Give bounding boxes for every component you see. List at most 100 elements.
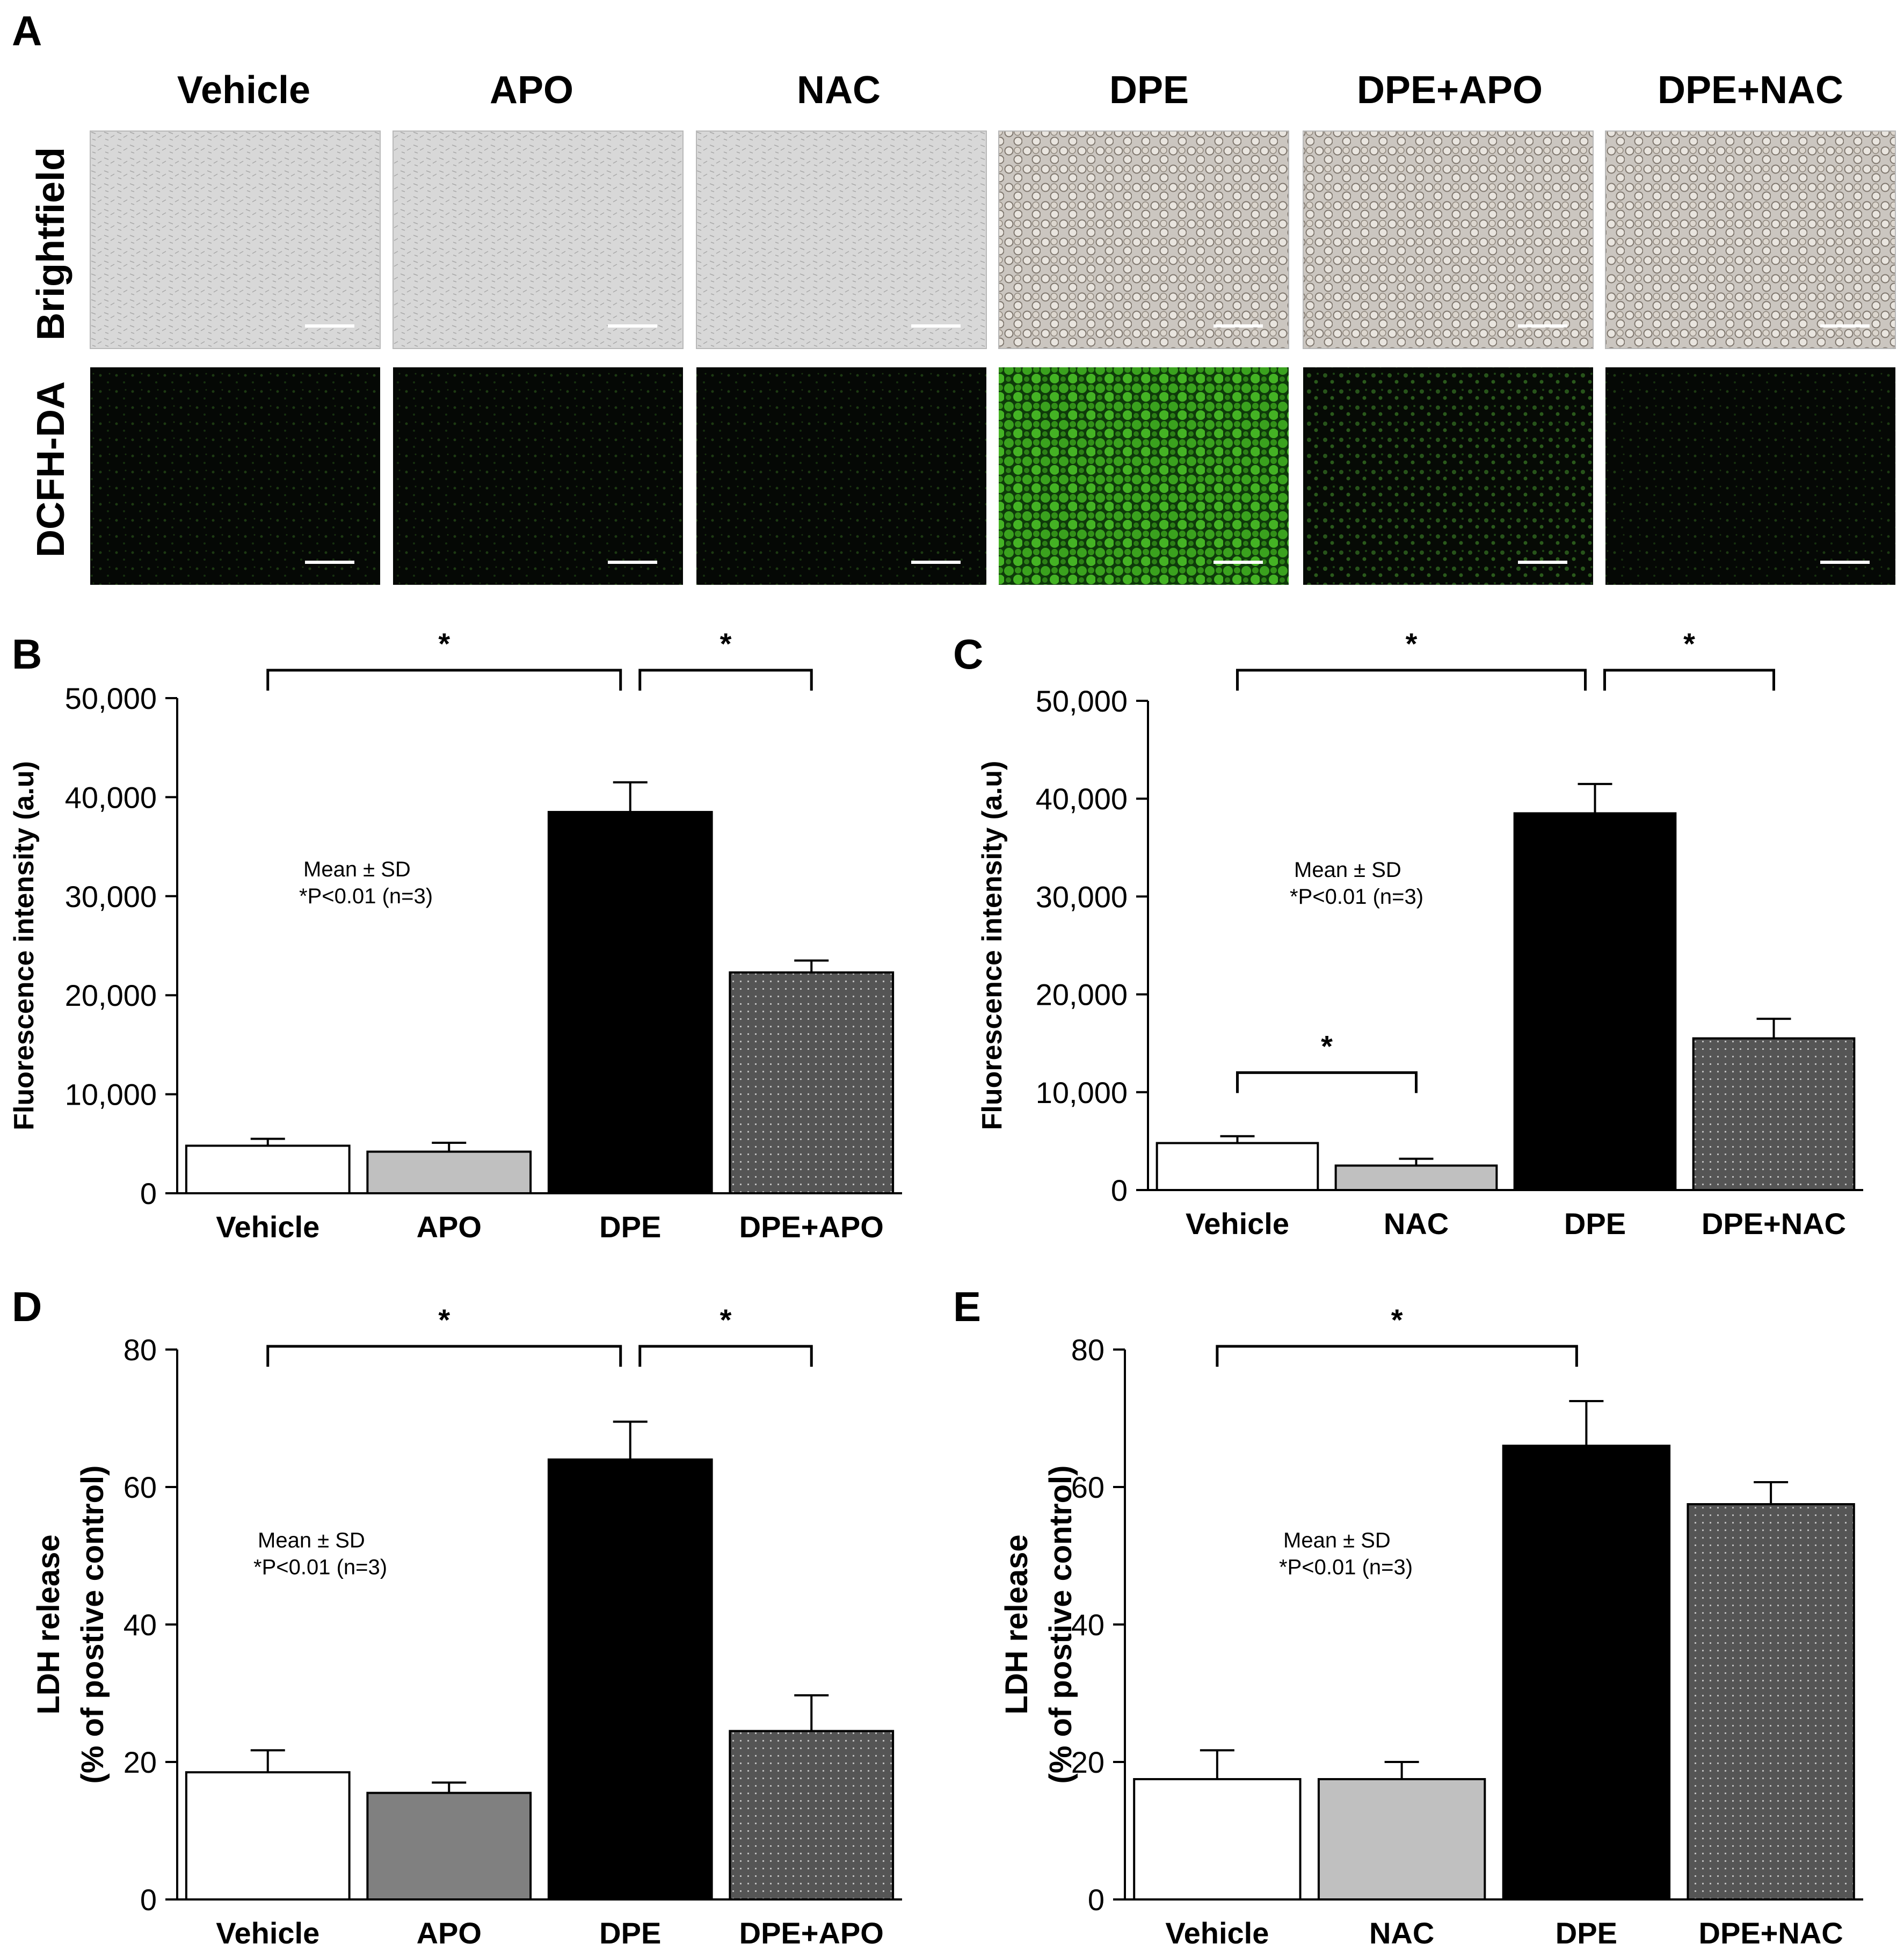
y-tick-label: 30,000	[65, 880, 157, 913]
y-tick-label: 40	[123, 1608, 157, 1642]
y-axis-label: (% of postive control)	[1043, 1466, 1078, 1784]
column-label-vehicle: Vehicle	[177, 69, 311, 112]
y-tick-label: 50,000	[65, 681, 157, 715]
y-tick-label: 0	[140, 1883, 157, 1917]
y-tick-label: 10,000	[65, 1078, 157, 1112]
bar-nac	[1334, 1164, 1498, 1191]
x-tick-label: DPE	[599, 1210, 661, 1244]
x-tick-label: DPE+NAC	[1699, 1916, 1843, 1950]
bar-dpe	[1513, 812, 1677, 1191]
bar-vehicle	[1133, 1778, 1302, 1901]
stats-note: Mean ± SD	[1283, 1529, 1391, 1553]
x-tick-label: DPE+APO	[739, 1916, 884, 1950]
significance-bracket	[266, 669, 622, 691]
bar-vehicle	[1156, 1142, 1319, 1191]
y-tick-label: 20	[123, 1745, 157, 1779]
x-tick-label: Vehicle	[1165, 1916, 1269, 1950]
micrograph-dcfh-da-dpe-apo	[1303, 367, 1593, 585]
y-tick-label: 60	[123, 1470, 157, 1504]
column-label-nac: NAC	[797, 69, 881, 112]
significance-star: *	[720, 1303, 732, 1337]
micrograph-brightfield-vehicle	[90, 130, 381, 349]
stats-note: *P<0.01 (n=3)	[1290, 885, 1423, 909]
stats-note: *P<0.01 (n=3)	[299, 884, 433, 908]
micrograph-dcfh-da-apo	[393, 367, 683, 585]
significance-star: *	[1321, 1029, 1333, 1063]
stats-note: Mean ± SD	[1294, 858, 1401, 882]
x-tick-label: DPE+APO	[739, 1210, 884, 1244]
significance-bracket	[266, 1345, 622, 1367]
x-tick-label: APO	[417, 1210, 482, 1244]
micrograph-dcfh-da-dpe	[999, 367, 1289, 585]
significance-star: *	[1391, 1303, 1403, 1337]
y-tick-label: 80	[123, 1333, 157, 1367]
panel-letter: D	[12, 1283, 42, 1330]
y-tick-label: 50,000	[1036, 684, 1128, 718]
significance-star: *	[1683, 627, 1695, 661]
bar-vehicle	[185, 1771, 351, 1901]
stats-note: Mean ± SD	[258, 1529, 365, 1553]
stats-note: Mean ± SD	[303, 858, 411, 881]
significance-bracket	[1216, 1345, 1578, 1367]
column-label-apo: APO	[489, 69, 574, 112]
y-axis-label: (% of postive control)	[75, 1466, 110, 1784]
bar-dpe-apo	[729, 971, 895, 1194]
significance-bracket	[638, 669, 813, 691]
y-tick-label: 40,000	[1036, 782, 1128, 816]
bar-dpe-nac	[1687, 1503, 1855, 1901]
y-tick-label: 20	[1071, 1745, 1104, 1779]
stats-note: *P<0.01 (n=3)	[1279, 1556, 1413, 1579]
micrograph-brightfield-dpe	[998, 130, 1289, 349]
micrograph-brightfield-apo	[393, 130, 684, 349]
x-tick-label: NAC	[1369, 1916, 1434, 1950]
panel-letter: C	[953, 630, 983, 678]
x-tick-label: Vehicle	[216, 1916, 319, 1950]
bar-dpe-nac	[1692, 1037, 1856, 1191]
micrograph-dcfh-da-dpe-nac	[1605, 367, 1895, 585]
significance-bracket	[1236, 1071, 1418, 1093]
micrograph-dcfh-da-vehicle	[90, 367, 380, 585]
significance-bracket	[638, 1345, 813, 1367]
panel-letter: B	[12, 630, 42, 678]
column-label-dpe-nac: DPE+NAC	[1657, 69, 1844, 112]
micrograph-brightfield-dpe-apo	[1303, 130, 1594, 349]
bar-nac	[1317, 1778, 1486, 1901]
y-tick-label: 80	[1071, 1333, 1104, 1367]
x-tick-label: DPE	[1556, 1916, 1617, 1950]
significance-star: *	[1406, 627, 1418, 661]
significance-star: *	[720, 627, 732, 661]
bar-apo	[366, 1792, 532, 1901]
y-tick-label: 40,000	[65, 780, 157, 814]
x-tick-label: DPE	[1564, 1207, 1626, 1241]
y-axis-label: Fluorescence intensity (a.u)	[977, 761, 1008, 1130]
panel-a-letter: A	[12, 7, 42, 54]
y-tick-label: 0	[140, 1177, 157, 1210]
bar-apo	[366, 1150, 532, 1194]
y-tick-label: 20,000	[1036, 978, 1128, 1012]
column-label-dpe: DPE	[1109, 69, 1189, 112]
y-tick-label: 20,000	[65, 978, 157, 1012]
y-tick-label: 40	[1071, 1608, 1104, 1642]
y-tick-label: 10,000	[1036, 1076, 1128, 1109]
y-tick-label: 0	[1111, 1173, 1128, 1207]
x-tick-label: Vehicle	[1186, 1207, 1289, 1241]
bar-vehicle	[185, 1144, 351, 1195]
y-axis-label: LDH release	[999, 1534, 1034, 1714]
significance-bracket	[1603, 669, 1775, 691]
y-tick-label: 60	[1071, 1470, 1104, 1504]
significance-bracket	[1236, 669, 1587, 691]
chart-panel-b: B 0 10,000 20,000 30,000 40,000 50,000 Fluoresc…	[9, 627, 902, 1244]
micrograph-dcfh-da-nac	[696, 367, 986, 585]
y-tick-label: 30,000	[1036, 880, 1128, 913]
chart-panel-e: E 0 20 40 60 80 LDH release (% of postive contr…	[953, 1283, 1863, 1950]
x-tick-label: NAC	[1384, 1207, 1449, 1241]
bar-dpe	[1502, 1445, 1671, 1901]
stats-note: *P<0.01 (n=3)	[253, 1556, 387, 1579]
chart-panel-d: D 0 20 40 60 80 LDH release (% of postive contr…	[12, 1283, 902, 1950]
chart-panel-c: C 0 10,000 20,000 30,000 40,000 50,000 Fluoresc…	[953, 627, 1863, 1241]
bar-dpe-apo	[729, 1730, 895, 1901]
y-axis-label: Fluorescence intensity (a.u)	[9, 761, 40, 1130]
micrograph-brightfield-nac	[696, 130, 987, 349]
x-tick-label: Vehicle	[216, 1210, 319, 1244]
panel-letter: E	[953, 1283, 981, 1330]
